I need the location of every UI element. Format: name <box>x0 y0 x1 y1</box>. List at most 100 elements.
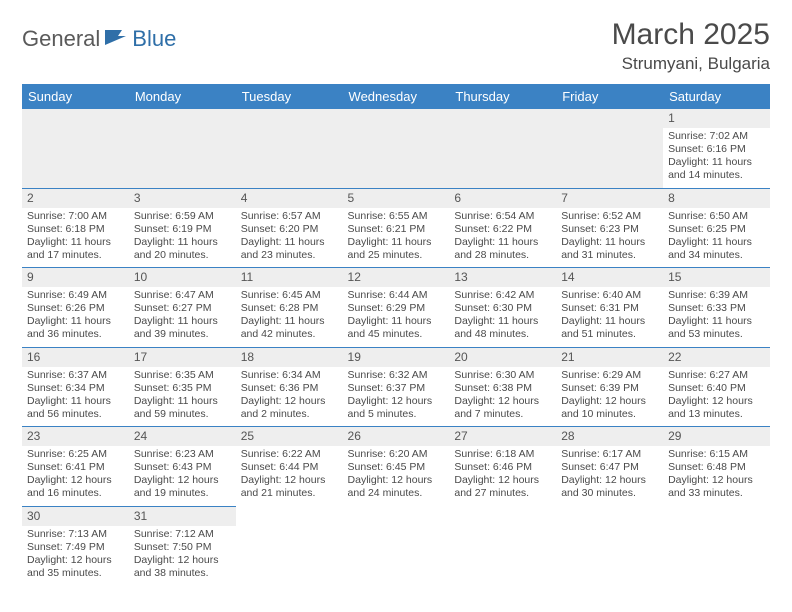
calendar-week-row: 1Sunrise: 7:02 AMSunset: 6:16 PMDaylight… <box>22 109 770 188</box>
day-info: Sunrise: 6:18 AMSunset: 6:46 PMDaylight:… <box>454 448 551 501</box>
sunset-text: Sunset: 6:34 PM <box>27 382 124 395</box>
day-number: 31 <box>129 507 236 526</box>
daylight-text: Daylight: 12 hours and 19 minutes. <box>134 474 231 500</box>
day-number: 15 <box>663 268 770 287</box>
day-number: 14 <box>556 268 663 287</box>
calendar-day-cell <box>22 109 129 188</box>
daylight-text: Daylight: 11 hours and 53 minutes. <box>668 315 765 341</box>
weekday-header: Wednesday <box>343 84 450 109</box>
sunrise-text: Sunrise: 6:40 AM <box>561 289 658 302</box>
calendar-day-cell: 12Sunrise: 6:44 AMSunset: 6:29 PMDayligh… <box>343 268 450 348</box>
day-number: 30 <box>22 507 129 526</box>
weekday-header-row: Sunday Monday Tuesday Wednesday Thursday… <box>22 84 770 109</box>
sunset-text: Sunset: 6:20 PM <box>241 223 338 236</box>
calendar-day-cell <box>449 506 556 585</box>
day-info: Sunrise: 6:49 AMSunset: 6:26 PMDaylight:… <box>27 289 124 342</box>
sunset-text: Sunset: 6:21 PM <box>348 223 445 236</box>
sunrise-text: Sunrise: 6:50 AM <box>668 210 765 223</box>
day-info: Sunrise: 6:52 AMSunset: 6:23 PMDaylight:… <box>561 210 658 263</box>
sunset-text: Sunset: 6:46 PM <box>454 461 551 474</box>
sunset-text: Sunset: 6:29 PM <box>348 302 445 315</box>
sunrise-text: Sunrise: 6:47 AM <box>134 289 231 302</box>
logo-text-blue: Blue <box>132 26 176 52</box>
calendar-day-cell <box>663 506 770 585</box>
day-info: Sunrise: 6:50 AMSunset: 6:25 PMDaylight:… <box>668 210 765 263</box>
sunrise-text: Sunrise: 6:27 AM <box>668 369 765 382</box>
day-number: 23 <box>22 427 129 446</box>
day-info: Sunrise: 6:27 AMSunset: 6:40 PMDaylight:… <box>668 369 765 422</box>
sunset-text: Sunset: 6:33 PM <box>668 302 765 315</box>
sunset-text: Sunset: 6:22 PM <box>454 223 551 236</box>
calendar-day-cell <box>449 109 556 188</box>
calendar-day-cell: 2Sunrise: 7:00 AMSunset: 6:18 PMDaylight… <box>22 188 129 268</box>
day-info: Sunrise: 6:32 AMSunset: 6:37 PMDaylight:… <box>348 369 445 422</box>
sunrise-text: Sunrise: 6:52 AM <box>561 210 658 223</box>
day-info: Sunrise: 6:25 AMSunset: 6:41 PMDaylight:… <box>27 448 124 501</box>
sunset-text: Sunset: 7:50 PM <box>134 541 231 554</box>
day-number: 4 <box>236 189 343 208</box>
sunrise-text: Sunrise: 6:18 AM <box>454 448 551 461</box>
sunset-text: Sunset: 6:38 PM <box>454 382 551 395</box>
day-info: Sunrise: 7:02 AMSunset: 6:16 PMDaylight:… <box>668 130 765 183</box>
sunset-text: Sunset: 6:19 PM <box>134 223 231 236</box>
calendar-day-cell <box>556 506 663 585</box>
calendar-day-cell: 1Sunrise: 7:02 AMSunset: 6:16 PMDaylight… <box>663 109 770 188</box>
weekday-header: Friday <box>556 84 663 109</box>
weekday-header: Saturday <box>663 84 770 109</box>
day-info: Sunrise: 6:15 AMSunset: 6:48 PMDaylight:… <box>668 448 765 501</box>
daylight-text: Daylight: 11 hours and 51 minutes. <box>561 315 658 341</box>
calendar-day-cell: 19Sunrise: 6:32 AMSunset: 6:37 PMDayligh… <box>343 347 450 427</box>
day-number: 27 <box>449 427 556 446</box>
calendar-day-cell: 23 Sunrise: 6:25 AMSunset: 6:41 PMDayligh… <box>22 427 129 507</box>
calendar-day-cell: 22Sunrise: 6:27 AMSunset: 6:40 PMDayligh… <box>663 347 770 427</box>
daylight-text: Daylight: 11 hours and 23 minutes. <box>241 236 338 262</box>
daylight-text: Daylight: 11 hours and 20 minutes. <box>134 236 231 262</box>
sunset-text: Sunset: 6:47 PM <box>561 461 658 474</box>
sunrise-text: Sunrise: 7:13 AM <box>27 528 124 541</box>
daylight-text: Daylight: 12 hours and 16 minutes. <box>27 474 124 500</box>
daylight-text: Daylight: 11 hours and 28 minutes. <box>454 236 551 262</box>
calendar-week-row: 9Sunrise: 6:49 AMSunset: 6:26 PMDaylight… <box>22 268 770 348</box>
sunrise-text: Sunrise: 6:44 AM <box>348 289 445 302</box>
calendar-day-cell: 11Sunrise: 6:45 AMSunset: 6:28 PMDayligh… <box>236 268 343 348</box>
sunrise-text: Sunrise: 7:02 AM <box>668 130 765 143</box>
month-title: March 2025 <box>612 18 770 52</box>
sunrise-text: Sunrise: 6:39 AM <box>668 289 765 302</box>
day-number: 25 <box>236 427 343 446</box>
daylight-text: Daylight: 12 hours and 7 minutes. <box>454 395 551 421</box>
daylight-text: Daylight: 11 hours and 25 minutes. <box>348 236 445 262</box>
sunset-text: Sunset: 6:27 PM <box>134 302 231 315</box>
calendar-day-cell: 20Sunrise: 6:30 AMSunset: 6:38 PMDayligh… <box>449 347 556 427</box>
daylight-text: Daylight: 11 hours and 39 minutes. <box>134 315 231 341</box>
day-info: Sunrise: 7:13 AMSunset: 7:49 PMDaylight:… <box>27 528 124 581</box>
sunset-text: Sunset: 6:23 PM <box>561 223 658 236</box>
calendar-day-cell <box>556 109 663 188</box>
calendar-day-cell: 30 Sunrise: 7:13 AMSunset: 7:49 PMDayligh… <box>22 506 129 585</box>
sunset-text: Sunset: 6:43 PM <box>134 461 231 474</box>
day-info: Sunrise: 6:42 AMSunset: 6:30 PMDaylight:… <box>454 289 551 342</box>
calendar-body: 1Sunrise: 7:02 AMSunset: 6:16 PMDaylight… <box>22 109 770 585</box>
day-info: Sunrise: 6:59 AMSunset: 6:19 PMDaylight:… <box>134 210 231 263</box>
daylight-text: Daylight: 12 hours and 2 minutes. <box>241 395 338 421</box>
weekday-header: Tuesday <box>236 84 343 109</box>
daylight-text: Daylight: 11 hours and 48 minutes. <box>454 315 551 341</box>
daylight-text: Daylight: 12 hours and 21 minutes. <box>241 474 338 500</box>
sunrise-text: Sunrise: 6:55 AM <box>348 210 445 223</box>
day-number: 21 <box>556 348 663 367</box>
sunset-text: Sunset: 6:16 PM <box>668 143 765 156</box>
sunrise-text: Sunrise: 6:17 AM <box>561 448 658 461</box>
sunrise-text: Sunrise: 6:22 AM <box>241 448 338 461</box>
day-number: 16 <box>22 348 129 367</box>
day-number: 10 <box>129 268 236 287</box>
sunset-text: Sunset: 6:40 PM <box>668 382 765 395</box>
day-number: 12 <box>343 268 450 287</box>
logo-text-general: General <box>22 26 100 52</box>
calendar-day-cell: 25Sunrise: 6:22 AMSunset: 6:44 PMDayligh… <box>236 427 343 507</box>
calendar-day-cell: 3 Sunrise: 6:59 AMSunset: 6:19 PMDaylight… <box>129 188 236 268</box>
header: General Blue March 2025 Strumyani, Bulga… <box>22 18 770 74</box>
daylight-text: Daylight: 12 hours and 24 minutes. <box>348 474 445 500</box>
day-info: Sunrise: 7:00 AMSunset: 6:18 PMDaylight:… <box>27 210 124 263</box>
calendar-day-cell: 14Sunrise: 6:40 AMSunset: 6:31 PMDayligh… <box>556 268 663 348</box>
day-info: Sunrise: 6:55 AMSunset: 6:21 PMDaylight:… <box>348 210 445 263</box>
day-number: 3 <box>129 189 236 208</box>
